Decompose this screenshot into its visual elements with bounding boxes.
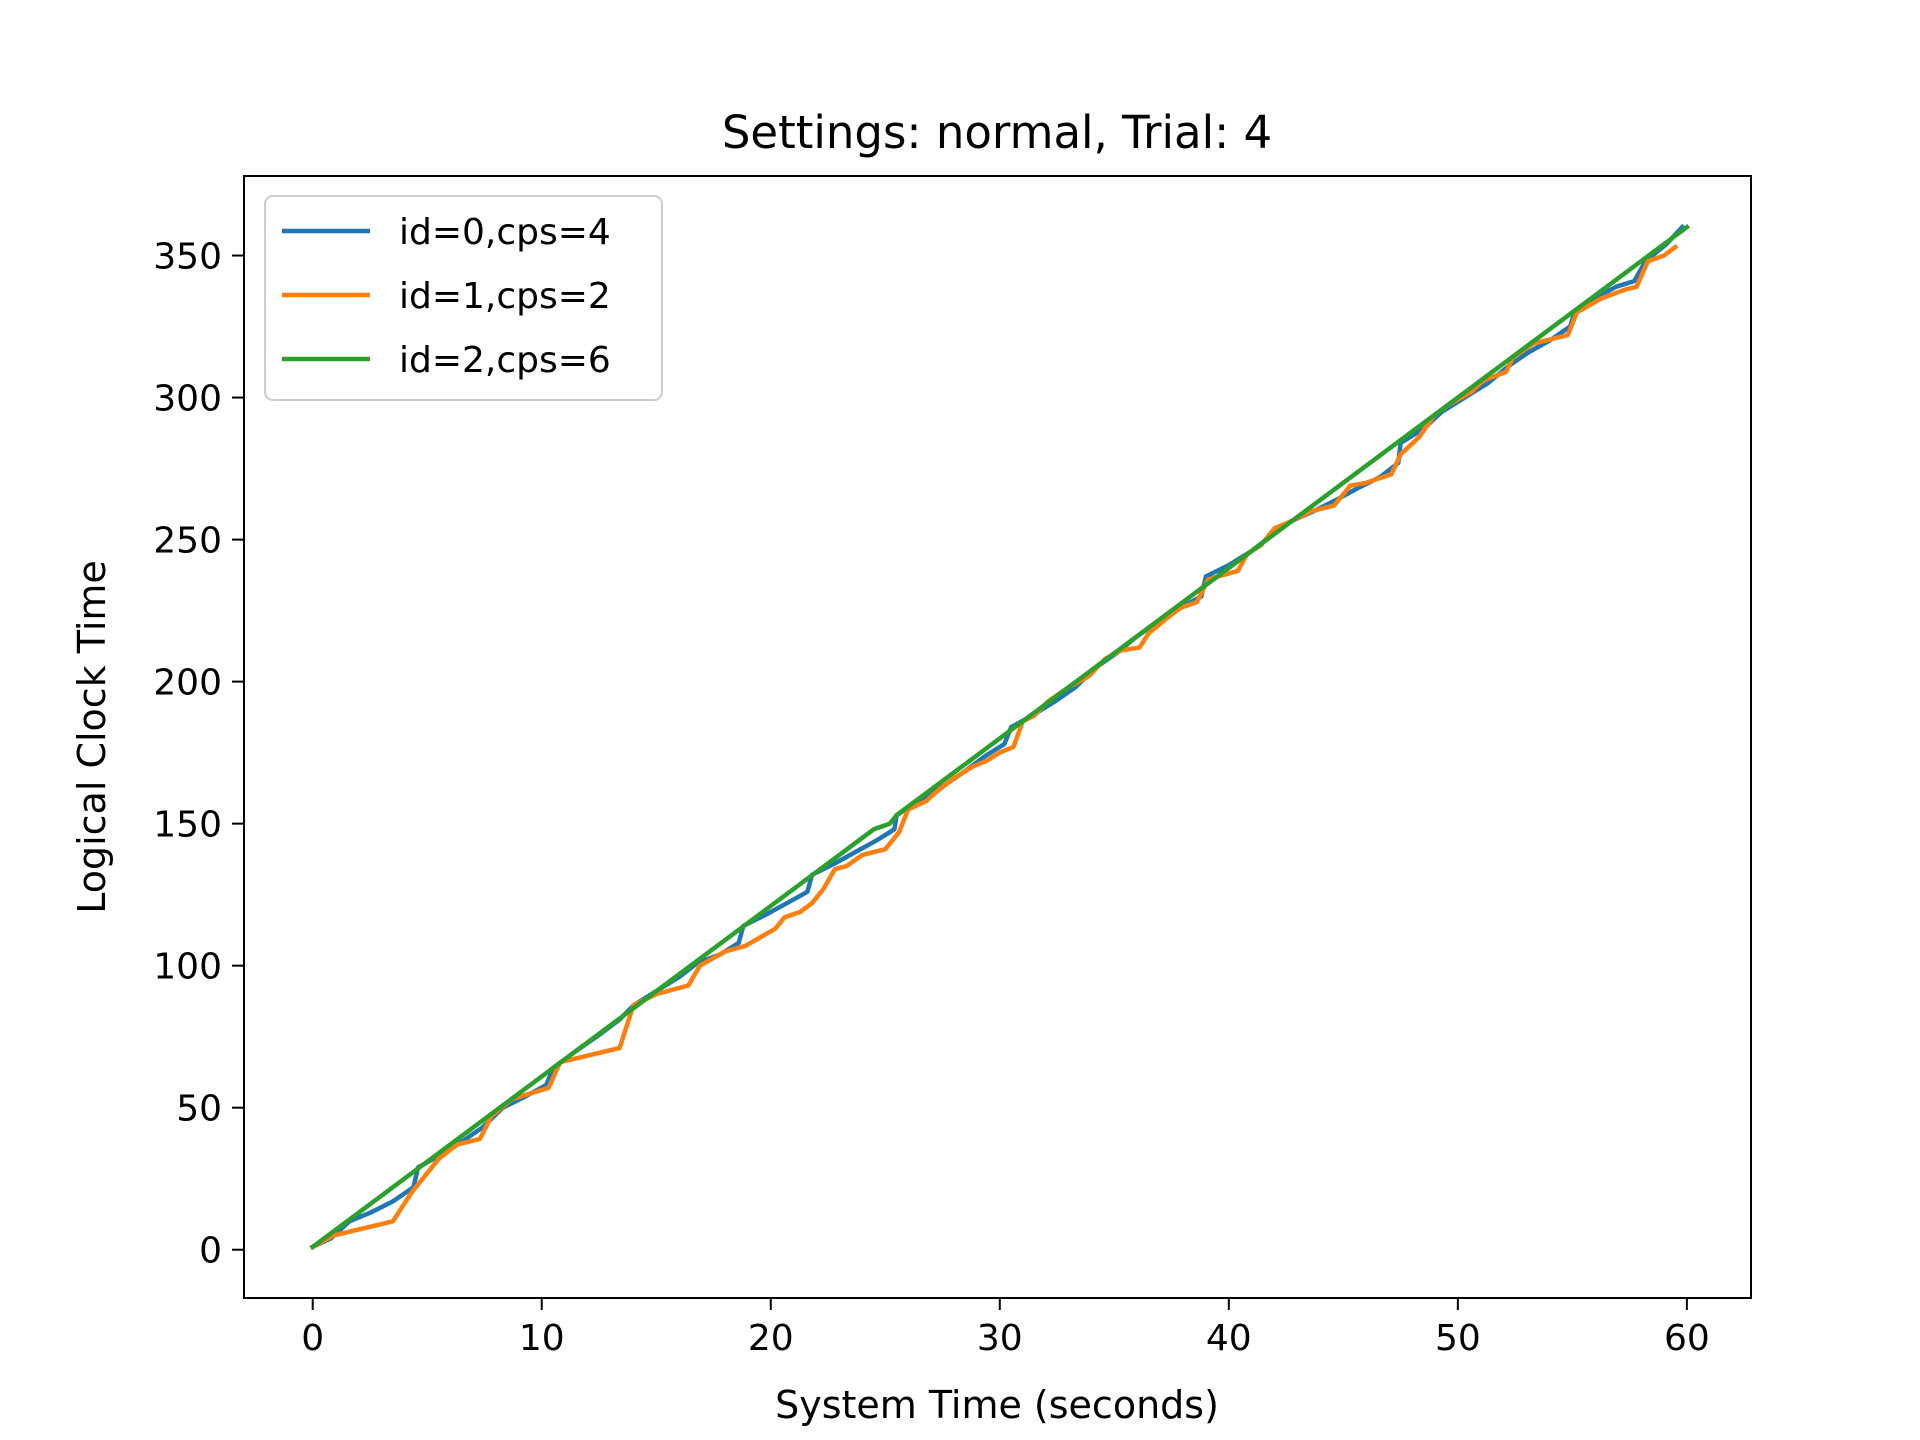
legend-label-2: id=2,cps=6	[399, 340, 611, 381]
x-tick-label: 50	[1435, 1318, 1481, 1359]
legend-box	[264, 195, 663, 401]
y-tick-label: 100	[153, 947, 222, 988]
y-axis-label: Logical Clock Time	[70, 560, 114, 914]
plot-frame	[243, 175, 1752, 1299]
y-tick-label: 300	[153, 379, 222, 420]
x-tick-label: 10	[519, 1318, 565, 1359]
y-axis: 0 50 100 150 200 250 300 350	[153, 237, 244, 1272]
x-tick-label: 20	[748, 1318, 794, 1359]
series-layer	[309, 223, 1691, 1251]
x-tick-label: 30	[977, 1318, 1023, 1359]
chart-title: Settings: normal, Trial: 4	[722, 106, 1272, 159]
y-tick-label: 0	[199, 1231, 222, 1272]
y-tick-label: 350	[153, 237, 222, 278]
x-axis: 0 10 20 30 40 50 60	[301, 1298, 1710, 1359]
x-tick-label: 60	[1664, 1318, 1710, 1359]
legend-label-0: id=0,cps=4	[399, 212, 611, 253]
x-axis-label: System Time (seconds)	[775, 1383, 1219, 1427]
legend-entries: id=0,cps=4 id=1,cps=2 id=2,cps=6	[282, 212, 611, 381]
x-tick-label: 0	[301, 1318, 324, 1359]
y-tick-label: 200	[153, 663, 222, 704]
legend-label-1: id=1,cps=2	[399, 276, 611, 317]
y-tick-label: 150	[153, 805, 222, 846]
legend: id=0,cps=4 id=1,cps=2 id=2,cps=6	[264, 195, 663, 401]
y-tick-label: 50	[176, 1089, 222, 1130]
y-tick-label: 250	[153, 521, 222, 562]
series-line-2	[309, 223, 1691, 1251]
x-tick-label: 40	[1206, 1318, 1252, 1359]
